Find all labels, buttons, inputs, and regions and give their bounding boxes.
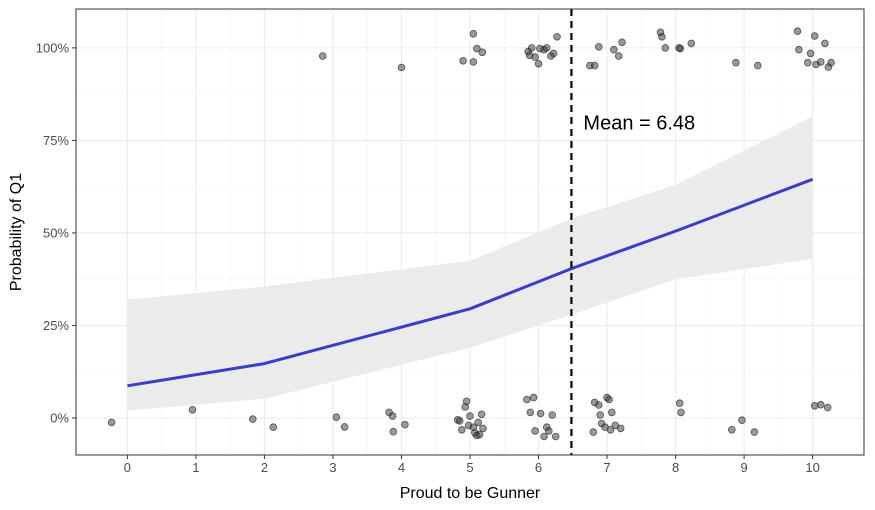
data-point <box>536 409 545 418</box>
fit-line <box>127 177 814 388</box>
data-point <box>596 411 604 419</box>
data-point <box>453 415 462 424</box>
data-point <box>529 393 538 402</box>
data-point <box>551 432 560 441</box>
y-tick-label: 0% <box>50 410 69 425</box>
y-tick-label: 50% <box>43 225 69 240</box>
confidence-band <box>127 116 813 411</box>
data-point <box>477 410 486 419</box>
data-point <box>469 423 478 432</box>
data-point <box>544 427 553 435</box>
data-point <box>738 416 746 425</box>
data-point <box>793 27 802 36</box>
data-point <box>816 400 825 409</box>
data-point <box>589 428 598 436</box>
data-point <box>677 408 685 417</box>
data-point <box>803 58 812 67</box>
x-tick-label: 5 <box>466 460 473 475</box>
y-tick-label: 25% <box>43 318 69 333</box>
y-axis-title: Probability of Q1 <box>8 173 25 291</box>
data-point <box>459 56 467 65</box>
x-tick-label: 7 <box>603 460 610 475</box>
x-tick-label: 9 <box>740 460 747 475</box>
data-point <box>548 411 556 419</box>
data-point <box>269 423 278 432</box>
data-point <box>457 425 466 434</box>
data-point <box>605 395 613 404</box>
data-point <box>389 427 398 436</box>
data-point <box>388 412 397 420</box>
data-point <box>590 61 599 70</box>
x-tick-label: 4 <box>398 460 405 475</box>
x-tick-label: 1 <box>192 460 199 475</box>
data-point <box>318 52 327 60</box>
data-point <box>340 423 349 431</box>
data-point <box>821 39 829 48</box>
data-point <box>549 49 558 58</box>
data-point <box>732 58 740 67</box>
y-tick-label: 100% <box>36 40 70 55</box>
data-point <box>473 44 481 53</box>
data-point <box>107 418 116 427</box>
data-point <box>531 427 539 435</box>
data-point <box>610 45 618 54</box>
data-point <box>658 32 666 41</box>
data-point <box>614 52 623 60</box>
data-point <box>475 430 484 439</box>
data-point <box>687 39 696 48</box>
x-tick-label: 0 <box>124 460 131 475</box>
data-point <box>675 399 684 408</box>
data-point <box>526 408 535 417</box>
data-point <box>827 58 835 67</box>
data-point <box>750 428 759 436</box>
data-point <box>249 415 257 423</box>
data-point <box>466 412 474 420</box>
mean-annotation: Mean = 6.48 <box>583 112 695 134</box>
x-axis: 0 1 2 3 4 5 6 7 8 9 10 <box>124 455 820 475</box>
x-tick-label: 8 <box>672 460 679 475</box>
data-point <box>816 58 825 66</box>
data-point <box>469 58 478 66</box>
data-point <box>810 401 819 410</box>
data-point <box>397 63 406 72</box>
data-point <box>474 418 483 427</box>
data-point <box>616 424 625 433</box>
data-point <box>594 401 603 409</box>
data-point <box>806 49 815 58</box>
data-point <box>795 45 803 54</box>
data-point <box>753 61 762 70</box>
data-point <box>606 425 615 434</box>
data-point <box>540 432 548 441</box>
data-point <box>823 403 832 412</box>
data-point <box>618 38 626 47</box>
data-point <box>553 32 561 41</box>
data-point <box>527 44 536 52</box>
points <box>107 27 835 441</box>
data-point <box>542 44 551 52</box>
x-tick-label: 6 <box>535 460 542 475</box>
data-point <box>810 32 819 40</box>
y-axis: 0% 25% 50% 75% 100% <box>36 40 76 425</box>
data-point <box>727 425 736 434</box>
data-point <box>676 44 685 53</box>
data-point <box>661 44 670 52</box>
data-point <box>534 59 543 68</box>
data-point <box>523 395 531 404</box>
data-point <box>478 48 487 57</box>
data-point <box>525 51 534 60</box>
data-point <box>594 42 603 51</box>
data-point <box>462 397 471 406</box>
data-point <box>332 413 341 422</box>
x-axis-title: Proud to be Gunner <box>400 485 541 502</box>
x-tick-label: 2 <box>261 460 268 475</box>
data-point <box>479 424 487 433</box>
data-point <box>607 408 616 417</box>
y-tick-label: 75% <box>43 133 69 148</box>
data-point <box>188 405 197 414</box>
data-point <box>469 29 478 38</box>
data-point <box>401 420 409 429</box>
x-tick-label: 3 <box>329 460 336 475</box>
x-tick-label: 10 <box>805 460 819 475</box>
